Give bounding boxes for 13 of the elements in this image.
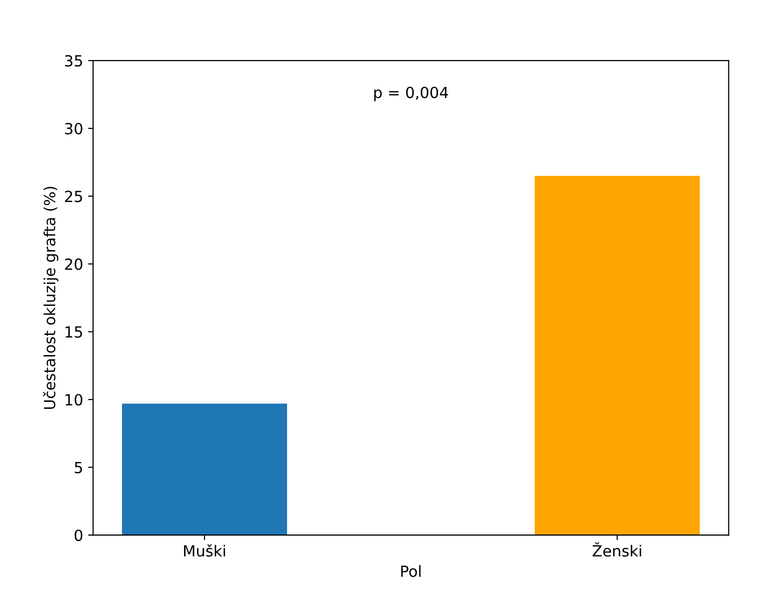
- x-axis-title: Pol: [401, 565, 421, 577]
- y-tick-label: 10: [66, 394, 82, 406]
- annotation: p = 0,004: [374, 86, 448, 102]
- x-tick-label: Muški: [184, 544, 226, 557]
- x-tick-label: Ženski: [592, 542, 642, 557]
- y-tick-label: 0: [74, 530, 82, 542]
- y-tick-label: 30: [65, 122, 82, 134]
- y-tick-label: 5: [74, 462, 82, 474]
- y-axis-title: Učestalost okluzije grafta (%): [42, 186, 58, 409]
- y-tick-label: 15: [66, 326, 82, 338]
- y-tick-label: 25: [65, 190, 82, 202]
- y-tick-label: 20: [65, 258, 82, 270]
- y-tick-label: 35: [65, 55, 82, 67]
